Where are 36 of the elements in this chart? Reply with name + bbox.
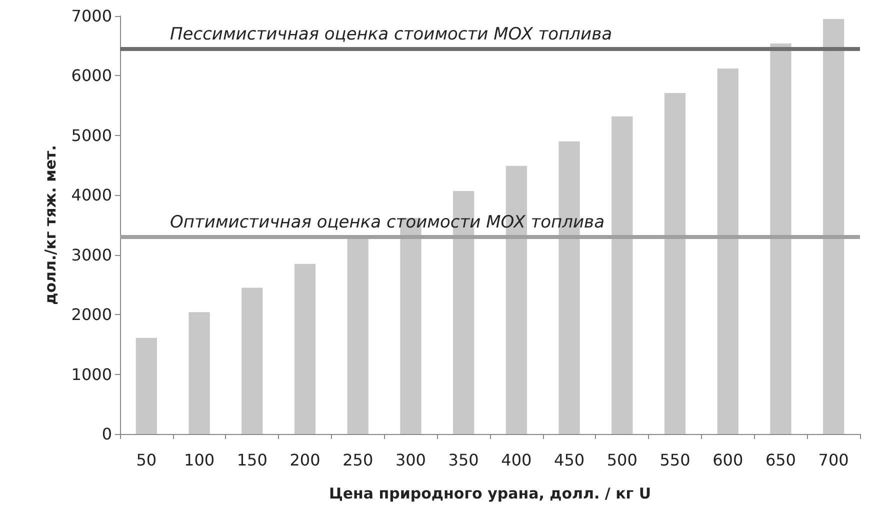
bar — [770, 43, 792, 434]
y-tick-label: 3000 — [71, 245, 112, 264]
x-tick-label: 150 — [236, 450, 268, 470]
x-axis-title: Цена природного урана, долл. / кг U — [328, 484, 652, 502]
x-tick-label: 700 — [818, 450, 849, 470]
bar — [242, 288, 263, 434]
x-tick-label: 450 — [554, 450, 585, 470]
y-tick-label: 6000 — [71, 66, 112, 86]
x-tick-label: 600 — [712, 450, 744, 470]
x-tick-label: 200 — [290, 450, 320, 470]
bar — [347, 238, 368, 434]
x-tick-label: 250 — [342, 450, 374, 470]
bar — [717, 68, 738, 434]
ref-line-label: Оптимистичная оценка стоимости MOX топлива — [170, 212, 604, 232]
bar — [294, 264, 316, 434]
y-tick-label: 2000 — [71, 305, 112, 324]
y-tick-label: 0 — [102, 424, 112, 444]
x-tick-label: 350 — [448, 450, 479, 470]
x-tick-label: 100 — [184, 450, 215, 470]
y-tick-label: 1000 — [71, 364, 112, 384]
y-axis-title: долл./кг тяж. мет. — [42, 145, 60, 305]
x-tick-label: 300 — [395, 450, 426, 470]
bar — [664, 93, 686, 434]
bar — [823, 18, 844, 434]
x-tick-label: 550 — [660, 450, 690, 470]
y-tick-label: 5000 — [71, 126, 112, 145]
y-tick-label: 4000 — [71, 186, 112, 205]
x-tick-label: 50 — [136, 450, 157, 470]
y-tick-label: 7000 — [71, 6, 112, 26]
x-tick-label: 400 — [501, 450, 532, 470]
bar — [136, 338, 157, 434]
bar — [188, 312, 210, 434]
x-tick-label: 500 — [606, 450, 638, 470]
bar — [612, 116, 633, 434]
ref-line-label: Пессимистичная оценка стоимости MOX топлива — [170, 24, 612, 44]
x-tick-label: 650 — [765, 450, 796, 470]
